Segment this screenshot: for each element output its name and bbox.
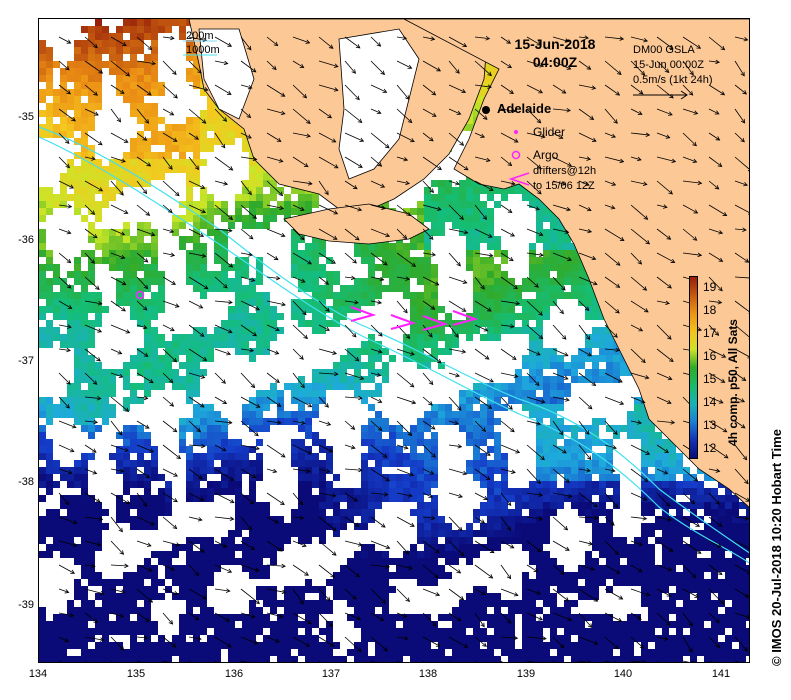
credit-text: © IMOS 20-Jul-2018 10:20 Hobart Time [769,429,784,666]
y-tick-label: -38 [18,476,34,488]
glider-marker [514,130,518,134]
map-time: 04:00Z [532,54,578,70]
argo-legend-marker [511,150,521,160]
gsla-scale-arrowhead [680,90,688,100]
colorbar-title: 4h comp. p50, All Sats [726,319,740,446]
gsla-title: DM00 GSLA [633,44,695,56]
colorbar [689,276,698,459]
colorbar-tick-label: 14 [703,394,717,409]
colorbar-tick-label: 15 [703,371,717,386]
land-fleurieu-se [403,19,749,508]
shelf-1000m-line [39,136,749,564]
adelaide-marker [482,106,490,114]
colorbar-tick-label: 17 [703,326,717,341]
drifter-track [452,310,479,326]
map-date: 15-Jun-2018 [514,36,596,52]
x-tick-label: 140 [613,668,633,680]
spencer-gulf [198,28,255,120]
current-vectors [58,35,749,662]
colorbar-tick-label: 19 [703,280,717,295]
colorbar-tick-label: 18 [703,303,717,318]
x-tick-label: 139 [516,668,536,680]
x-tick-label: 138 [418,668,438,680]
drifter-track [390,314,417,330]
argo-float [135,290,145,300]
drifter-legend-marker [508,172,530,186]
drifter-track [350,306,377,322]
map-canvas [39,19,749,662]
adelaide-label: Adelaide [497,101,552,116]
colorbar-tick-label: 16 [703,349,717,364]
gsla-scale: 0.5m/s (1kt 24h) [633,74,713,86]
shelf-200m-line [39,126,749,554]
argo-label: Argo [533,148,559,162]
drifter-track [422,315,449,331]
gsla-time: 15-Jun 00:00Z [633,59,704,71]
drifters-label-1: drifters@12h [533,165,597,177]
gulf-st-vincent [338,28,420,180]
bathy-200m-label: 200m [186,30,214,42]
x-tick-label: 136 [224,668,244,680]
y-tick-label: -39 [18,599,34,611]
x-tick-label: 137 [321,668,341,680]
colorbar-tick-label: 12 [703,440,717,455]
x-tick-label: 135 [126,668,146,680]
glider-label: Glider [533,125,566,139]
drifters-label-2: to 15/06 12Z [533,180,595,192]
x-tick-label: 134 [28,668,48,680]
y-tick-label: -35 [18,111,34,123]
x-tick-label: 141 [711,668,731,680]
bathy-1000m-label: 1000m [186,44,220,56]
map-frame[interactable] [38,18,750,663]
y-tick-label: -36 [18,234,34,246]
y-tick-label: -37 [18,355,34,367]
colorbar-tick-label: 13 [703,417,717,432]
